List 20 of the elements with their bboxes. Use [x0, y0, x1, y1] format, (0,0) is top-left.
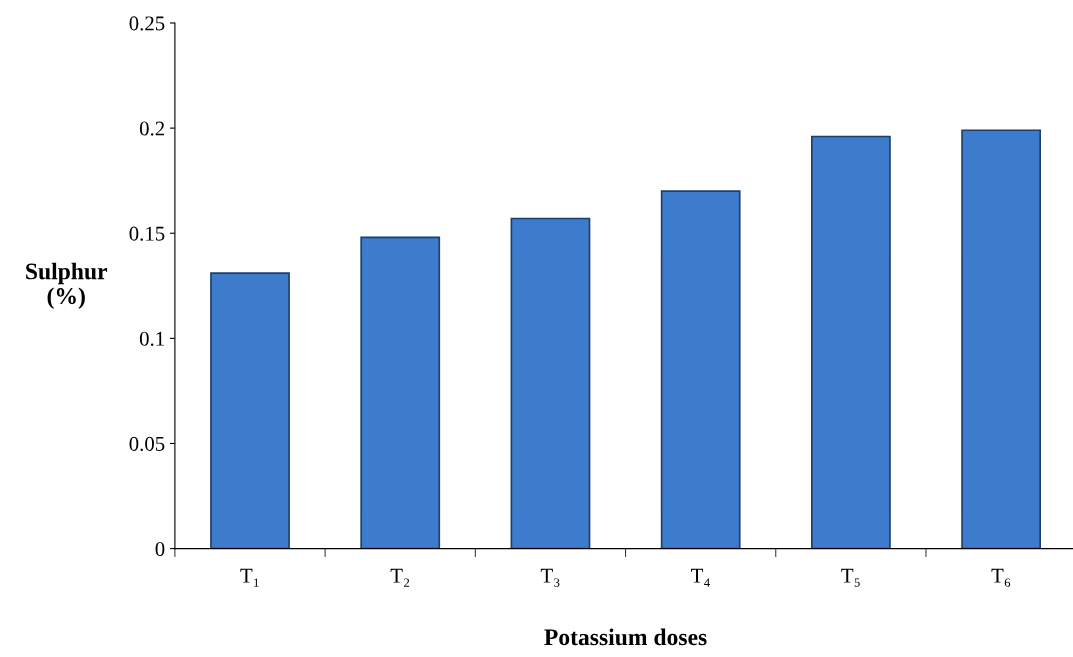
- y-tick-label: 0.1: [139, 331, 164, 346]
- y-axis-title: Sulphur (%): [26, 262, 108, 309]
- bar: [510, 217, 591, 549]
- x-tick-label: T₅: [841, 568, 860, 587]
- x-tick-label: T₃: [540, 568, 560, 587]
- y-tick-label: 0.15: [129, 226, 165, 241]
- bar: [961, 129, 1042, 549]
- x-tick-label: T₁: [240, 568, 259, 587]
- x-tick-label: T₄: [691, 568, 710, 587]
- x-axis-title: Potassium doses: [544, 628, 707, 646]
- y-tick-label: 0.05: [129, 436, 165, 451]
- x-tick-label: T₂: [390, 568, 410, 587]
- y-tick-label: 0: [155, 541, 165, 557]
- bar: [360, 236, 441, 549]
- y-tick-label: 0.25: [129, 16, 165, 31]
- x-tick-label: T₆: [991, 568, 1011, 587]
- bar: [810, 135, 891, 549]
- bar: [210, 272, 290, 549]
- bar: [660, 190, 741, 549]
- y-tick-label: 0.2: [139, 121, 165, 136]
